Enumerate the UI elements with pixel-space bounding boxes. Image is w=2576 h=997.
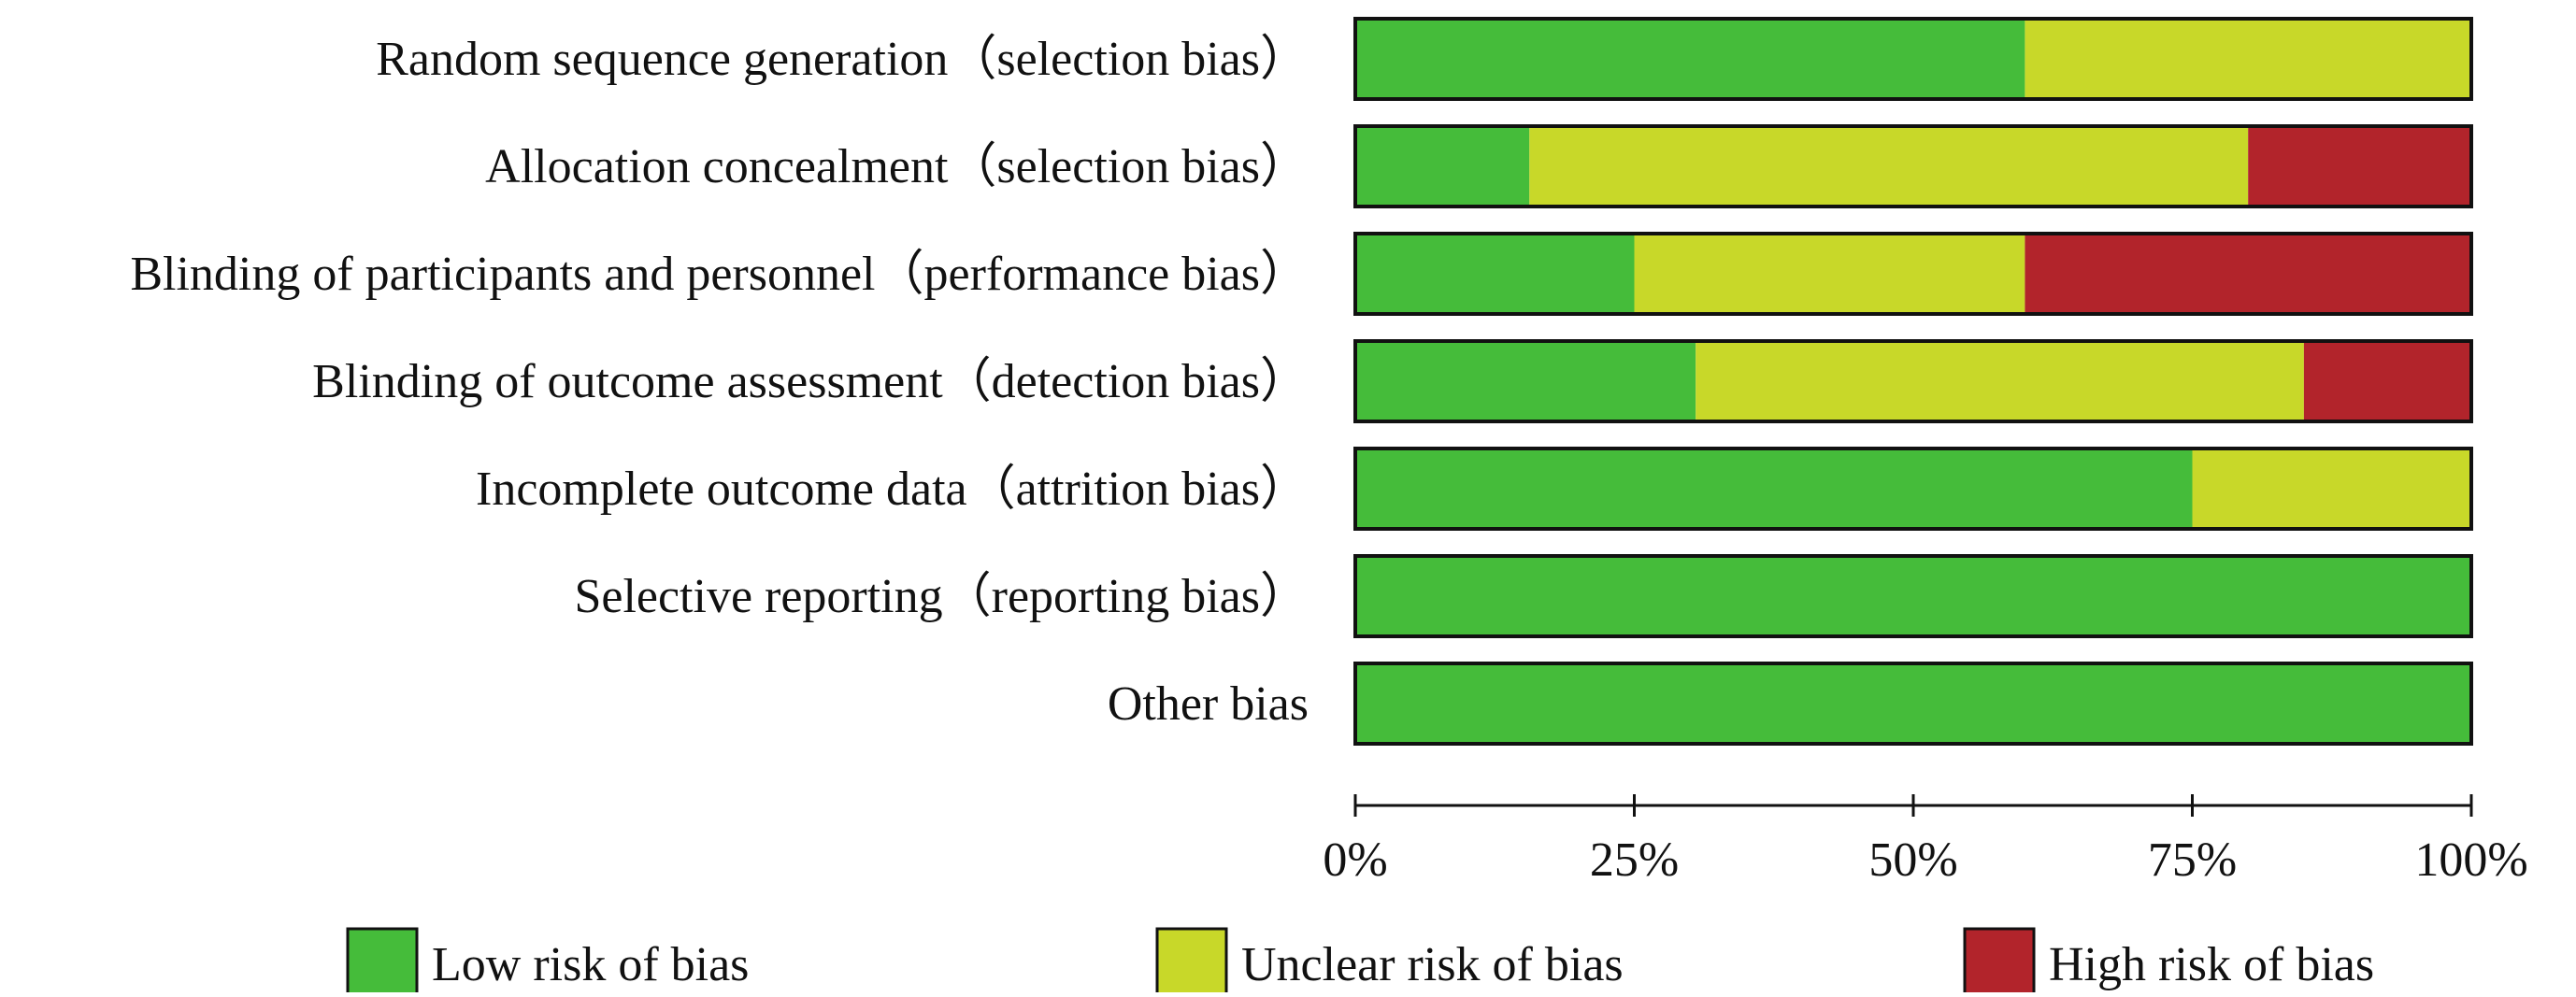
legend-swatch-low (346, 927, 419, 997)
legend: Low risk of bias Unclear risk of bias High… (346, 927, 2374, 997)
legend-label-low: Low risk of bias (432, 938, 749, 991)
bars-layer (1353, 17, 2473, 746)
x-tick-label-3: 50% (1868, 833, 1957, 887)
category-label-7: Other bias (1108, 677, 1309, 731)
category-label-1: Random sequence generation（selection bia… (376, 33, 1309, 86)
bar-segment-7-low (1355, 663, 2471, 744)
bar-segment-3-high (2025, 234, 2471, 314)
bar-segment-1-low (1355, 19, 2025, 99)
bar-outline-6 (1353, 554, 2473, 638)
bar-segment-4-unclear (1696, 341, 2304, 421)
bar-outline-4 (1353, 339, 2473, 423)
bar-outline-7 (1353, 662, 2473, 746)
category-label-3: Blinding of participants and personnel（p… (130, 248, 1309, 301)
bar-segment-2-high (2248, 126, 2471, 207)
bar-outline-3 (1353, 232, 2473, 316)
category-labels: Random sequence generation（selection bia… (130, 33, 1309, 731)
bar-segment-6-low (1355, 556, 2471, 636)
legend-swatch-unclear (1155, 927, 1228, 997)
bar-segment-4-low (1355, 341, 1696, 421)
category-label-4: Blinding of outcome assessment（detection… (312, 355, 1309, 408)
legend-label-high: High risk of bias (2049, 938, 2374, 991)
category-label-2: Allocation concealment（selection bias） (485, 140, 1309, 193)
bar-segment-1-unclear (2025, 19, 2471, 99)
category-label-6: Selective reporting（reporting bias） (574, 570, 1309, 623)
bar-outline-1 (1353, 17, 2473, 101)
bar-outline-2 (1353, 124, 2473, 208)
bar-segment-3-unclear (1634, 234, 2025, 314)
x-tick-label-5: 100% (2414, 833, 2527, 887)
bar-segment-2-low (1355, 126, 1530, 207)
legend-label-unclear: Unclear risk of bias (1241, 938, 1624, 991)
x-tick-label-2: 25% (1590, 833, 1679, 887)
bar-segment-2-unclear (1529, 126, 2249, 207)
bar-outline-5 (1353, 447, 2473, 531)
category-label-5: Incomplete outcome data（attrition bias） (476, 463, 1309, 516)
legend-swatch-high (1963, 927, 2036, 997)
bar-segment-5-low (1355, 449, 2193, 529)
bar-segment-4-high (2303, 341, 2471, 421)
x-tick-label-4: 75% (2148, 833, 2237, 887)
bar-segment-5-unclear (2192, 449, 2471, 529)
bar-segment-3-low (1355, 234, 1635, 314)
x-tick-label-1: 0% (1323, 833, 1387, 887)
x-axis: 0% 25% 50% 75% 100% (1323, 794, 2528, 887)
